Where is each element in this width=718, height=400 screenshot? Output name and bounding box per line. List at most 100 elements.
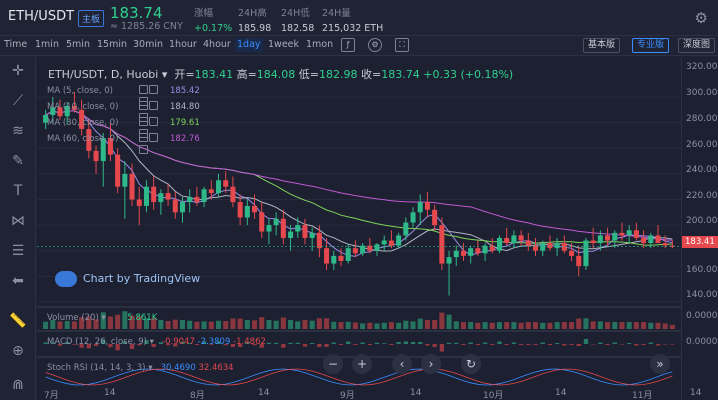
tf-1min[interactable]: 1min bbox=[35, 39, 59, 50]
stat-change-value: +0.17% bbox=[194, 23, 233, 34]
candle-body bbox=[381, 240, 387, 245]
reset-view-button[interactable]: ↻ bbox=[461, 354, 481, 374]
macd-label: MACD (12, 26, close, 9) bbox=[47, 337, 147, 347]
stoch-legend[interactable]: Stoch RSI (14, 14, 3, 3) ▾ 30.4690 32.46… bbox=[47, 363, 234, 373]
candle-body bbox=[439, 225, 445, 264]
volume-legend[interactable]: Volume (20) ▾ 5.861K bbox=[47, 313, 158, 323]
go-to-latest-button[interactable]: » bbox=[650, 354, 670, 374]
pair-name[interactable]: ETH/USDT bbox=[8, 9, 75, 24]
ma5-row[interactable]: MA (5, close, 0) 185.42 bbox=[47, 85, 200, 106]
macd-histogram-bar bbox=[137, 344, 142, 346]
ma30-row[interactable]: MA (30, close, 0) 179.61 bbox=[47, 117, 200, 138]
ma10-row[interactable]: MA (10, close, 0) 184.80 bbox=[47, 101, 200, 122]
volume-bar bbox=[410, 321, 416, 329]
macd-histogram-bar bbox=[475, 344, 481, 345]
ma30-controls[interactable] bbox=[139, 117, 167, 138]
macd-histogram-bar bbox=[144, 340, 149, 344]
candle-body bbox=[612, 232, 618, 241]
crosshair-icon[interactable]: ✛ bbox=[12, 63, 24, 79]
volume-bar bbox=[208, 321, 214, 329]
zoom-out-button[interactable]: − bbox=[323, 354, 343, 374]
tf-1week[interactable]: 1week bbox=[268, 39, 300, 50]
volume-bar bbox=[648, 322, 654, 329]
macd-histogram-bar bbox=[273, 342, 279, 344]
volume-bar bbox=[525, 322, 531, 329]
candle-body bbox=[57, 107, 63, 117]
macd-signal-value: -1.4862 bbox=[233, 337, 266, 347]
candle-body bbox=[309, 232, 315, 238]
candle-body bbox=[194, 196, 200, 203]
ma60-controls[interactable] bbox=[139, 133, 167, 154]
macd-histogram-bar bbox=[396, 342, 401, 344]
last-price: 183.74 bbox=[110, 4, 163, 22]
volume-bar bbox=[288, 320, 294, 329]
view-basic-button[interactable]: 基本版 bbox=[583, 38, 621, 53]
brush-icon[interactable]: ✎ bbox=[12, 153, 24, 169]
zoom-in-button[interactable]: + bbox=[352, 354, 372, 374]
volume-label: Volume (20) bbox=[47, 313, 99, 323]
scroll-left-button[interactable]: ‹ bbox=[392, 354, 412, 374]
parallel-channel-icon[interactable]: ≋ bbox=[12, 123, 24, 139]
view-depth-button[interactable]: 深度图 bbox=[678, 38, 716, 53]
volume-bar bbox=[532, 322, 539, 329]
volume-bar bbox=[237, 318, 243, 329]
tf-time[interactable]: Time bbox=[4, 39, 28, 50]
macd-histogram-bar bbox=[65, 342, 70, 344]
magnet-icon[interactable]: ⋒ bbox=[12, 377, 24, 393]
macd-histogram-bar bbox=[482, 342, 488, 344]
tf-1mon[interactable]: 1mon bbox=[306, 39, 334, 50]
candle-body bbox=[396, 235, 402, 246]
tf-30min[interactable]: 30min bbox=[133, 39, 164, 50]
volume-bar bbox=[43, 321, 49, 329]
macd-histogram-bar bbox=[497, 341, 502, 344]
volume-bar bbox=[50, 320, 56, 329]
fib-icon[interactable]: ☰ bbox=[11, 243, 25, 259]
candle-body bbox=[504, 237, 510, 244]
macd-histogram-bar bbox=[237, 344, 243, 347]
tf-15min[interactable]: 15min bbox=[97, 39, 128, 50]
macd-legend[interactable]: MACD (12, 26, close, 9) ▾ -0.9047 -2.380… bbox=[47, 337, 266, 347]
candle-body bbox=[187, 196, 193, 203]
volume-bar bbox=[446, 314, 452, 329]
price-tick: 240.00 bbox=[686, 165, 718, 175]
view-pro-button[interactable]: 专业版 bbox=[632, 38, 670, 53]
ma10-controls[interactable] bbox=[139, 101, 167, 122]
candle-body bbox=[129, 173, 135, 200]
macd-histogram-bar bbox=[346, 341, 351, 344]
volume-bar bbox=[259, 317, 265, 329]
candlestick-chart[interactable] bbox=[37, 57, 681, 400]
tf-5min[interactable]: 5min bbox=[66, 39, 90, 50]
x-tick: 14 bbox=[410, 388, 422, 398]
tf-4hour[interactable]: 4hour bbox=[203, 39, 231, 50]
ma60-row[interactable]: MA (60, close, 0) 182.76 bbox=[47, 133, 200, 154]
pattern-icon[interactable]: ⋈ bbox=[11, 213, 25, 229]
scroll-right-button[interactable]: › bbox=[421, 354, 441, 374]
volume-bar bbox=[165, 321, 171, 329]
trend-line-icon[interactable]: ⟋ bbox=[13, 93, 23, 109]
indicator-icon[interactable]: ƒ bbox=[341, 38, 355, 52]
back-arrow-icon[interactable]: ⬅ bbox=[12, 273, 24, 289]
ruler-icon[interactable]: 📏 bbox=[9, 313, 27, 329]
macd-histogram-bar bbox=[655, 344, 661, 346]
tf-1day[interactable]: 1day bbox=[235, 38, 263, 52]
candle-body bbox=[468, 248, 474, 256]
candle-body bbox=[403, 222, 409, 236]
gear-icon[interactable]: ⚙ bbox=[694, 9, 708, 27]
volume-bar bbox=[367, 322, 373, 329]
volume-bar bbox=[496, 322, 503, 329]
candle-body bbox=[50, 107, 56, 115]
symbol-title[interactable]: ETH/USDT, D, Huobi bbox=[48, 68, 159, 81]
ma10-value: 184.80 bbox=[170, 102, 200, 112]
macd-histogram-bar bbox=[201, 341, 207, 344]
settings-icon[interactable]: ⚙ bbox=[368, 38, 382, 52]
tf-1hour[interactable]: 1hour bbox=[169, 39, 197, 50]
x-tick: 14 bbox=[104, 388, 116, 398]
tradingview-watermark[interactable]: Chart by TradingView bbox=[55, 271, 200, 287]
text-icon[interactable]: T bbox=[13, 183, 23, 199]
volume-bar bbox=[381, 322, 387, 329]
zoom-icon[interactable]: ⊕ bbox=[12, 343, 24, 359]
macd-histogram-bar bbox=[353, 344, 358, 345]
ma5-controls[interactable] bbox=[139, 85, 167, 106]
fullscreen-icon[interactable]: ⛶ bbox=[395, 38, 409, 52]
price-axis[interactable]: 320.00 300.00 280.00 260.00 240.00 220.0… bbox=[681, 57, 718, 400]
